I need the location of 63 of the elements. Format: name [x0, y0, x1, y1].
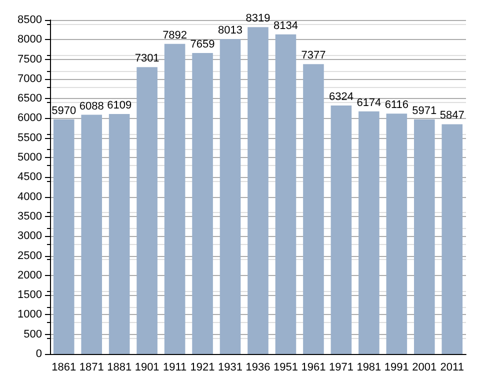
- y-tick-label: 3000: [18, 230, 42, 242]
- x-tick-label: 1936: [246, 362, 270, 373]
- y-tick-label: 5000: [18, 152, 42, 164]
- x-tick-label: 1971: [328, 362, 354, 373]
- y-tick-label: 1500: [18, 289, 42, 302]
- x-tick-label: 1991: [384, 362, 409, 373]
- bar: [358, 111, 380, 354]
- data-label: 6324: [328, 91, 354, 104]
- y-tick-label: 7000: [18, 72, 42, 85]
- bar: [53, 119, 74, 354]
- x-tick-label: 1961: [301, 362, 326, 373]
- data-label: 6174: [356, 96, 382, 109]
- bar: [108, 114, 130, 354]
- y-tick-label: 7500: [18, 53, 42, 66]
- data-label: 6116: [384, 99, 408, 112]
- y-tick-label: 6000: [18, 112, 42, 124]
- bar: [275, 34, 296, 354]
- data-label: 5847: [440, 110, 464, 122]
- y-tick-label: 2500: [18, 250, 42, 262]
- data-label: 8319: [246, 12, 270, 25]
- data-label: 8134: [273, 20, 298, 32]
- data-label: 5970: [52, 104, 76, 117]
- x-tick-label: 2011: [440, 362, 464, 373]
- bar: [442, 124, 463, 354]
- x-tick-label: 1931: [218, 362, 243, 373]
- x-tick-label: 1951: [273, 362, 298, 373]
- data-label: 6088: [79, 100, 104, 112]
- data-label: 7301: [134, 52, 160, 65]
- data-label: 8013: [218, 24, 243, 37]
- bar: [414, 119, 435, 354]
- bar: [164, 44, 186, 354]
- y-tick-label: 4500: [18, 171, 42, 184]
- y-tick-label: 8000: [18, 34, 42, 46]
- bar: [386, 114, 408, 354]
- y-tick-label: 5500: [18, 132, 42, 144]
- x-tick-label: 1861: [52, 362, 76, 373]
- bar: [330, 106, 352, 354]
- bar: [192, 53, 213, 354]
- y-tick-label: 8500: [18, 14, 42, 26]
- x-tick-label: 1911: [162, 362, 187, 373]
- bar: [248, 27, 268, 354]
- data-label: 5971: [412, 104, 437, 117]
- bar: [136, 67, 158, 354]
- y-tick-label: 6500: [18, 92, 42, 105]
- x-tick-label: 1881: [107, 362, 132, 373]
- x-tick-label: 2001: [412, 362, 437, 373]
- y-tick-label: 4000: [18, 190, 42, 203]
- data-label: 7377: [301, 50, 326, 62]
- x-tick-label: 1981: [356, 362, 382, 373]
- data-label: 7659: [190, 38, 215, 51]
- y-tick-label: 3500: [18, 210, 42, 222]
- y-tick-label: 500: [24, 328, 42, 340]
- x-tick-label: 1871: [79, 362, 104, 373]
- x-tick-label: 1901: [134, 362, 160, 373]
- data-label: 7892: [162, 29, 188, 42]
- y-tick-label: 1000: [18, 308, 42, 321]
- bar: [81, 114, 102, 354]
- y-tick-label: 0: [36, 348, 42, 360]
- bar: [303, 64, 324, 354]
- bar: [220, 39, 241, 354]
- x-tick-label: 1921: [190, 362, 215, 373]
- y-tick-label: 2000: [18, 269, 42, 282]
- data-label: 6109: [107, 99, 132, 112]
